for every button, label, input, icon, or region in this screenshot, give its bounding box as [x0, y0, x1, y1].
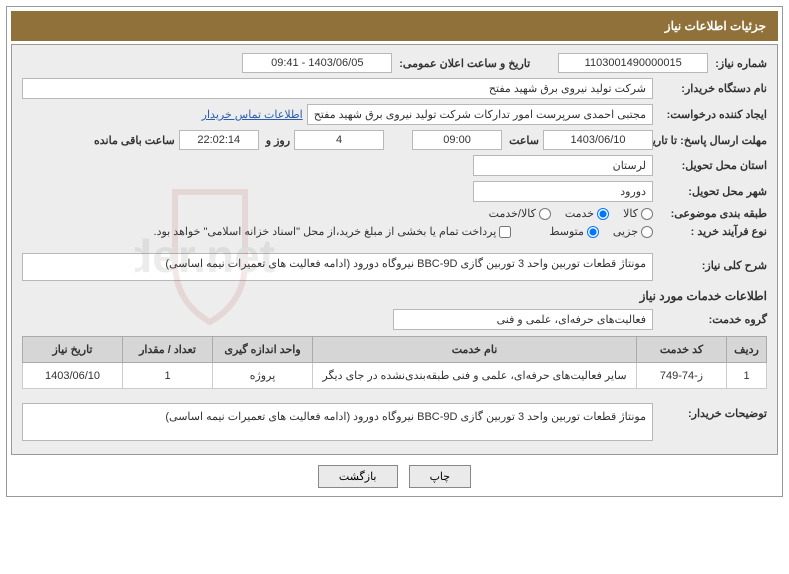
deadline-days: 4: [294, 130, 384, 150]
announce-date-value: 1403/06/05 - 09:41: [242, 53, 392, 73]
checkbox-payment-input[interactable]: [499, 226, 511, 238]
row-need-number: شماره نیاز: 1103001490000015 تاریخ و ساع…: [22, 53, 767, 73]
row-deadline: مهلت ارسال پاسخ: تا تاریخ: 1403/06/10 سا…: [22, 130, 767, 150]
service-group-value: فعالیت‌های حرفه‌ای، علمی و فنی: [393, 309, 653, 330]
remaining-label: ساعت باقی مانده: [91, 134, 175, 147]
td-unit: پروژه: [213, 363, 313, 389]
row-service-group: گروه خدمت: فعالیت‌های حرفه‌ای، علمی و فن…: [22, 309, 767, 330]
service-group-label: گروه خدمت:: [657, 313, 767, 326]
button-row: چاپ بازگشت: [11, 455, 778, 492]
row-category: طبقه بندی موضوعی: کالا خدمت کالا/خدمت: [22, 207, 767, 220]
title-bar: جزئیات اطلاعات نیاز: [11, 11, 778, 41]
th-code: کد خدمت: [637, 337, 727, 363]
city-value: دورود: [473, 181, 653, 202]
summary-value: مونتاژ قطعات توربین واحد 3 توربین گازی B…: [22, 253, 653, 281]
category-label: طبقه بندی موضوعی:: [657, 207, 767, 220]
td-name: سایر فعالیت‌های حرفه‌ای، علمی و فنی طبقه…: [313, 363, 637, 389]
row-city: شهر محل تحویل: دورود: [22, 181, 767, 202]
need-number-label: شماره نیاز:: [712, 57, 767, 70]
row-province: استان محل تحویل: لرستان: [22, 155, 767, 176]
services-table: ردیف کد خدمت نام خدمت واحد اندازه گیری ت…: [22, 336, 767, 389]
services-section-title: اطلاعات خدمات مورد نیاز: [22, 289, 767, 303]
page-title: جزئیات اطلاعات نیاز: [665, 19, 766, 33]
radio-kalakhedmat[interactable]: کالا/خدمت: [489, 207, 551, 220]
radio-jozi-input[interactable]: [641, 226, 653, 238]
requestor-label: ایجاد کننده درخواست:: [657, 108, 767, 121]
print-button[interactable]: چاپ: [409, 465, 472, 488]
content-area: شماره نیاز: 1103001490000015 تاریخ و ساع…: [11, 44, 778, 455]
th-qty: تعداد / مقدار: [123, 337, 213, 363]
days-label: روز و: [263, 134, 290, 147]
main-container: AriaTender.net جزئیات اطلاعات نیاز شماره…: [6, 6, 783, 497]
deadline-label: مهلت ارسال پاسخ: تا تاریخ:: [657, 134, 767, 147]
deadline-date: 1403/06/10: [543, 130, 653, 150]
radio-kalakhedmat-input[interactable]: [539, 208, 551, 220]
th-name: نام خدمت: [313, 337, 637, 363]
buyer-org-value: شرکت تولید نیروی برق شهید مفتح: [22, 78, 653, 99]
contact-link[interactable]: اطلاعات تماس خریدار: [202, 108, 303, 121]
payment-note: پرداخت تمام یا بخشی از مبلغ خرید،از محل …: [154, 225, 497, 238]
requestor-value: مجتبی احمدی سرپرست امور تدارکات شرکت تول…: [307, 104, 653, 125]
need-number-value: 1103001490000015: [558, 53, 708, 73]
td-row: 1: [727, 363, 767, 389]
checkbox-payment[interactable]: پرداخت تمام یا بخشی از مبلغ خرید،از محل …: [154, 225, 512, 238]
radio-motavaset[interactable]: متوسط: [549, 225, 599, 238]
deadline-time: 09:00: [412, 130, 502, 150]
td-date: 1403/06/10: [23, 363, 123, 389]
summary-label: شرح کلی نیاز:: [657, 253, 767, 272]
row-requestor: ایجاد کننده درخواست: مجتبی احمدی سرپرست …: [22, 104, 767, 125]
td-qty: 1: [123, 363, 213, 389]
province-value: لرستان: [473, 155, 653, 176]
time-label: ساعت: [506, 134, 539, 147]
radio-motavaset-input[interactable]: [587, 226, 599, 238]
back-button[interactable]: بازگشت: [318, 465, 398, 488]
row-buyer-org: نام دستگاه خریدار: شرکت تولید نیروی برق …: [22, 78, 767, 99]
th-row: ردیف: [727, 337, 767, 363]
table-header-row: ردیف کد خدمت نام خدمت واحد اندازه گیری ت…: [23, 337, 767, 363]
radio-khedmat-input[interactable]: [597, 208, 609, 220]
buyer-notes-value: مونتاژ قطعات توربین واحد 3 توربین گازی B…: [22, 403, 653, 441]
purchase-type-label: نوع فرآیند خرید :: [657, 225, 767, 238]
row-summary: شرح کلی نیاز: مونتاژ قطعات توربین واحد 3…: [22, 253, 767, 281]
buyer-org-label: نام دستگاه خریدار:: [657, 82, 767, 95]
city-label: شهر محل تحویل:: [657, 185, 767, 198]
radio-kala[interactable]: کالا: [623, 207, 653, 220]
row-buyer-notes: توضیحات خریدار: مونتاژ قطعات توربین واحد…: [22, 397, 767, 441]
radio-khedmat[interactable]: خدمت: [565, 207, 609, 220]
buyer-notes-label: توضیحات خریدار:: [657, 397, 767, 420]
th-unit: واحد اندازه گیری: [213, 337, 313, 363]
services-table-wrap: ردیف کد خدمت نام خدمت واحد اندازه گیری ت…: [22, 336, 767, 389]
table-row: 1 ز-74-749 سایر فعالیت‌های حرفه‌ای، علمی…: [23, 363, 767, 389]
province-label: استان محل تحویل:: [657, 159, 767, 172]
announce-date-label: تاریخ و ساعت اعلان عمومی:: [396, 57, 530, 70]
radio-kala-input[interactable]: [641, 208, 653, 220]
deadline-remaining: 22:02:14: [179, 130, 259, 150]
radio-jozi[interactable]: جزیی: [613, 225, 653, 238]
td-code: ز-74-749: [637, 363, 727, 389]
th-date: تاریخ نیاز: [23, 337, 123, 363]
row-purchase-type: نوع فرآیند خرید : جزیی متوسط پرداخت تمام…: [22, 225, 767, 238]
